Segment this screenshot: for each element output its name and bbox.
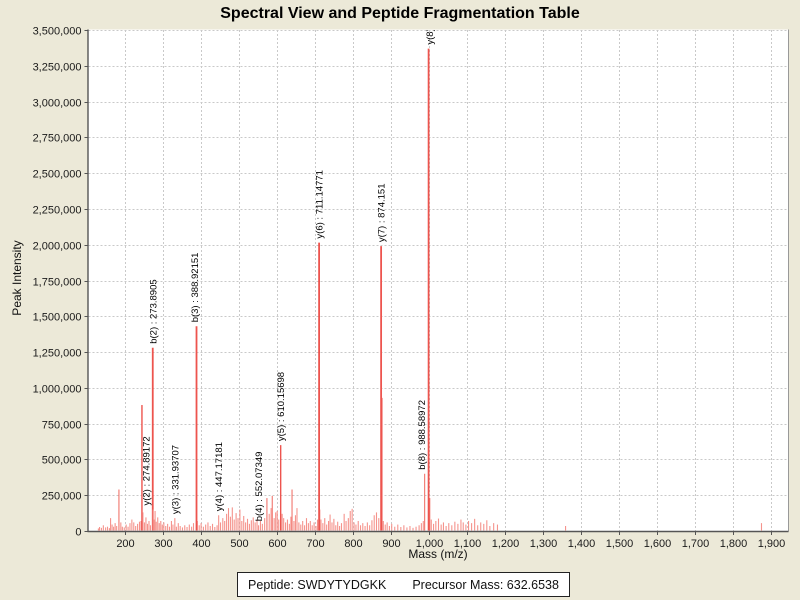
fragment-ion-label: y(7) : 874.151 [377, 184, 388, 243]
x-tick-label: 300 [154, 538, 172, 550]
fragment-ion-label: y(2) : 274.89172 [142, 436, 153, 505]
y-tick-label: 1,250,000 [33, 348, 82, 360]
fragment-ion-label: y(4) : 447.17181 [214, 442, 225, 511]
x-tick-label: 900 [382, 538, 400, 550]
fragment-ion-label: b(8) : 988.58972 [417, 400, 428, 470]
x-tick-label: 1,100 [454, 538, 482, 550]
gridlines [88, 29, 789, 532]
peak-annotations: b(2) : 273.8905 y(2) : 274.89172 y(3) : 33… [142, 23, 436, 522]
x-tick-label: 1,700 [682, 538, 710, 550]
peak-series [97, 48, 763, 531]
peptide-info-box: Peptide: SWDYTYDGKK Precursor Mass: 632.… [237, 572, 570, 597]
peptide-value: SWDYTYDGKK [297, 577, 387, 592]
x-tick-label: 500 [230, 538, 248, 550]
fragment-ion-label: b(2) : 273.8905 [148, 279, 159, 343]
x-tick-label: 1,300 [530, 538, 558, 550]
fragment-ion-label: y(3) : 331.93707 [170, 445, 181, 514]
y-tick-label: 2,000,000 [33, 241, 82, 253]
y-tick-label: 3,250,000 [33, 62, 82, 74]
x-tick-label: 200 [116, 538, 134, 550]
fragment-ion-label: y(8) : [425, 23, 436, 45]
x-tick-label: 1,200 [492, 538, 520, 550]
precursor-mass-label: Precursor Mass: [412, 577, 504, 592]
y-tick-label: 0 [75, 527, 81, 539]
y-tick-label: 1,500,000 [33, 312, 82, 324]
y-tick-label: 250,000 [42, 491, 82, 503]
x-tick-label: 1,600 [644, 538, 672, 550]
peptide-label: Peptide: [248, 577, 294, 592]
y-tick-label: 1,750,000 [33, 277, 82, 289]
precursor-mass-value: 632.6538 [506, 577, 559, 592]
fragment-ion-label: b(3) : 388.92151 [190, 253, 201, 323]
x-tick-label: 700 [306, 538, 324, 550]
y-tick-label: 3,000,000 [33, 98, 82, 110]
y-tick-label: 2,750,000 [33, 133, 82, 145]
x-tick-label: 800 [344, 538, 362, 550]
x-tick-label: 1,500 [606, 538, 634, 550]
y-tick-label: 2,500,000 [33, 169, 82, 181]
y-tick-label: 500,000 [42, 455, 82, 467]
y-tick-label: 1,000,000 [33, 384, 82, 396]
y-tick-label: 2,250,000 [33, 205, 82, 217]
x-tick-label: 1,900 [758, 538, 786, 550]
fragment-ion-label: b(4) : 552.07349 [254, 452, 265, 522]
y-axis-label: Peak Intensity [10, 240, 24, 315]
x-tick-label: 1,800 [720, 538, 748, 550]
x-tick-label: 1,400 [568, 538, 596, 550]
plot-background [88, 29, 789, 532]
x-axis-label: Mass (m/z) [408, 547, 467, 561]
y-tick-label: 3,500,000 [33, 26, 82, 38]
x-tick-label: 600 [268, 538, 286, 550]
page-title: Spectral View and Peptide Fragmentation … [220, 5, 580, 22]
axes: 0 250,000 500,000 750,000 1,000,000 1,250,000… [33, 26, 789, 550]
fragment-ion-label: y(5) : 610.15698 [276, 372, 287, 441]
x-tick-label: 400 [192, 538, 210, 550]
fragment-ion-label: y(6) : 711.14771 [315, 170, 326, 238]
y-tick-label: 750,000 [42, 420, 82, 432]
x-tick-label: 1,000 [416, 538, 444, 550]
